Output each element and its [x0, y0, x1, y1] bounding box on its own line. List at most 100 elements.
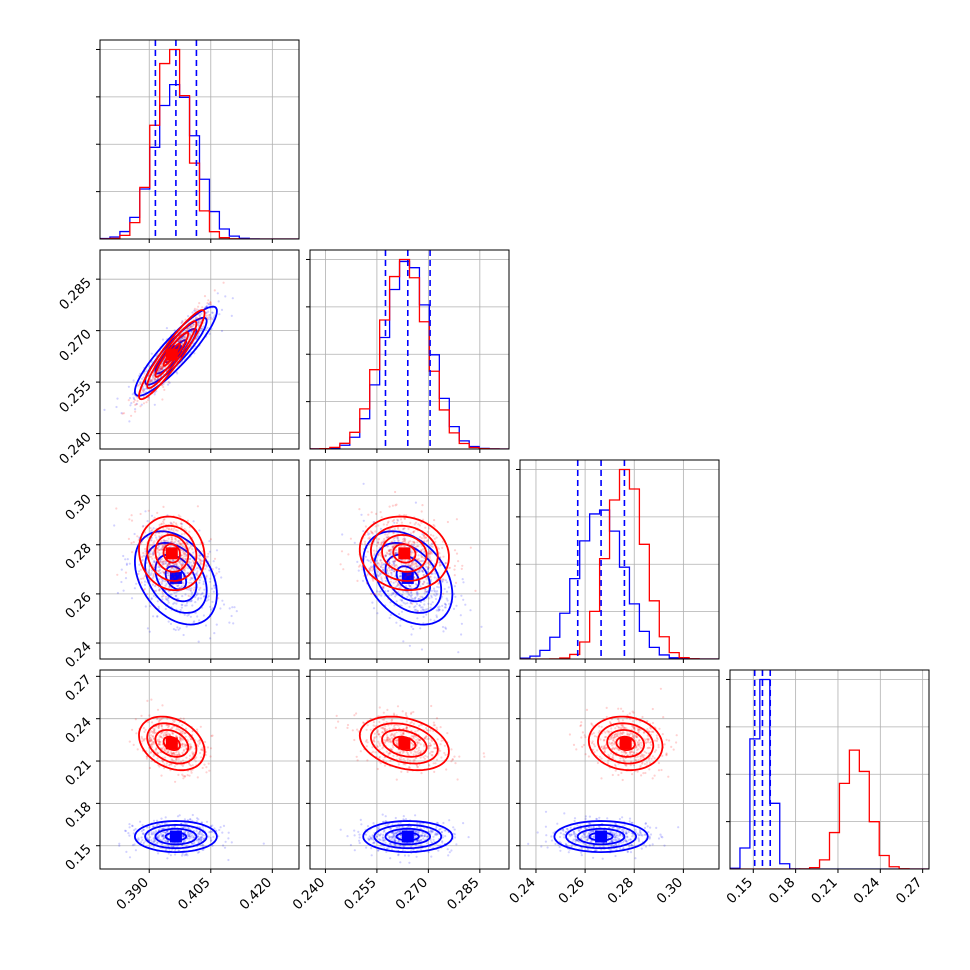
scatter-point [133, 843, 136, 846]
scatter-point [140, 735, 143, 738]
scatter-point [342, 568, 345, 571]
scatter-point [453, 592, 456, 596]
scatter-point [191, 764, 194, 767]
scatter-point [159, 541, 163, 544]
scatter-point [167, 601, 170, 604]
scatter-point [207, 564, 210, 567]
panel-0-0 [96, 39, 300, 243]
scatter-point [160, 367, 163, 370]
scatter-point [222, 603, 226, 606]
scatter-point [222, 824, 226, 828]
scatter-point [153, 561, 157, 564]
scatter-point [423, 556, 426, 560]
scatter-point [172, 759, 175, 763]
scatter-point [213, 586, 216, 590]
scatter-point [360, 513, 363, 516]
scatter-point [200, 559, 203, 563]
scatter-point [150, 839, 153, 842]
scatter-point [394, 559, 397, 563]
histogram [310, 250, 509, 449]
scatter-point [163, 839, 167, 842]
panel-2-0: 0.240.260.280.30 [62, 459, 300, 671]
scatter-point [146, 627, 149, 630]
scatter-point [200, 832, 203, 835]
scatter-point [410, 751, 413, 754]
scatter-point [164, 816, 167, 819]
scatter-point [394, 839, 397, 843]
scatter-point [152, 554, 155, 557]
scatter-point [416, 765, 419, 768]
scatter-point [191, 554, 194, 557]
scatter-point [198, 302, 201, 305]
y-tick-label: 0.285 [56, 275, 95, 314]
scatter-point [406, 591, 409, 594]
scatter-point [366, 550, 369, 553]
scatter-point [196, 592, 199, 595]
scatter-point [160, 557, 163, 561]
scatter-point [165, 575, 168, 578]
scatter-point [191, 311, 194, 314]
scatter-point [149, 527, 152, 530]
scatter-point [150, 597, 153, 600]
scatter-point [167, 590, 170, 593]
scatter-point [155, 355, 158, 358]
scatter-point [161, 746, 165, 749]
scatter-point [399, 830, 402, 833]
scatter-point [199, 320, 202, 324]
scatter-point [181, 745, 184, 748]
x-tick-label: 0.405 [175, 875, 214, 914]
scatter-point [381, 836, 384, 839]
scatter-point [414, 565, 417, 568]
scatter-point [187, 594, 190, 598]
scatter-point [205, 771, 208, 774]
scatter-point [149, 544, 152, 547]
scatter-point [387, 572, 390, 575]
scatter-point [372, 579, 375, 582]
scatter-point [196, 728, 199, 731]
scatter-point [346, 723, 350, 727]
scatter-point [231, 606, 234, 609]
scatter-point [421, 504, 424, 507]
scatter-point [165, 582, 168, 586]
scatter-point [444, 626, 447, 629]
scatter-point [427, 552, 430, 555]
scatter-point [362, 557, 365, 560]
scatter-point [421, 595, 424, 599]
scatter-point [173, 527, 176, 530]
scatter-point [206, 555, 209, 558]
scatter-point [221, 831, 224, 834]
scatter-point [189, 745, 192, 748]
scatter-point [142, 391, 145, 394]
scatter-point [197, 597, 200, 600]
scatter-point [182, 717, 185, 720]
scatter-point [178, 814, 181, 817]
scatter-point [191, 327, 194, 330]
scatter-point [395, 521, 399, 525]
scatter-point [143, 388, 146, 391]
scatter-point [182, 562, 185, 565]
scatter-point [402, 731, 405, 735]
scatter-point [397, 581, 400, 584]
scatter-point [128, 518, 131, 521]
scatter-point [401, 538, 405, 541]
scatter-point [196, 505, 199, 508]
scatter-point [423, 537, 426, 540]
scatter-point [165, 734, 168, 737]
scatter-point [377, 561, 380, 565]
scatter-point [181, 764, 184, 768]
scatter-point [152, 552, 155, 555]
scatter-point [419, 835, 422, 838]
scatter-point [378, 537, 381, 540]
scatter-point [429, 552, 432, 555]
scatter-point [372, 567, 375, 571]
scatter-point [163, 518, 166, 521]
scatter-point [131, 728, 134, 731]
scatter-point [199, 741, 202, 744]
scatter-point [181, 743, 184, 746]
scatter-point [370, 531, 373, 534]
scatter-point [204, 308, 207, 311]
scatter-point [387, 738, 390, 741]
scatter-point [401, 845, 404, 848]
scatter-point [150, 734, 153, 737]
